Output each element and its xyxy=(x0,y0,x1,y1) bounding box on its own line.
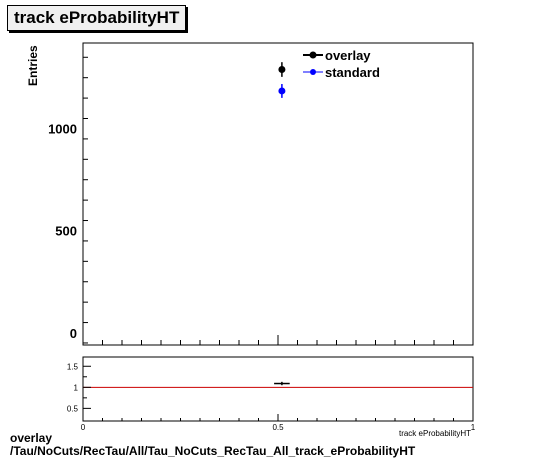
ratio-x-tick-label: 0 xyxy=(81,423,86,432)
legend-standard-label: standard xyxy=(325,65,380,80)
ratio-y-tick-label: 1.5 xyxy=(67,362,79,371)
x-axis-label: track eProbabilityHT xyxy=(399,429,471,438)
ratio-axis-ticks xyxy=(82,365,474,421)
main-data-points xyxy=(278,62,286,98)
y-tick-label: 0 xyxy=(70,326,77,341)
legend-standard-marker xyxy=(310,69,316,75)
chart-title: track eProbabilityHT xyxy=(7,5,187,31)
legend-overlay-label: overlay xyxy=(325,48,371,63)
ratio-y-tick-label: 0.5 xyxy=(67,404,79,413)
y-tick-label: 1000 xyxy=(48,122,77,137)
footer-path: overlay /Tau/NoCuts/RecTau/All/Tau_NoCut… xyxy=(10,432,415,458)
data-point xyxy=(278,66,286,74)
main-axis-ticks xyxy=(82,56,474,345)
ratio-x-tick-label: 1 xyxy=(471,423,476,432)
footer-line-2: /Tau/NoCuts/RecTau/All/Tau_NoCuts_RecTau… xyxy=(10,444,416,458)
ratio-data-points xyxy=(274,381,290,386)
ratio-plot-frame xyxy=(82,356,474,422)
legend: overlay standard xyxy=(303,48,380,80)
main-plot-frame xyxy=(82,42,474,346)
ratio-y-tick-label: 1 xyxy=(74,383,79,392)
data-point xyxy=(278,87,286,95)
ratio-x-tick-label: 0.5 xyxy=(272,423,284,432)
y-axis-label: Entries xyxy=(26,45,40,86)
main-axis-labels: 0 500 1000 xyxy=(48,122,77,341)
ratio-axis-labels: 0.5 1 1.5 0 0.5 1 xyxy=(67,362,476,432)
legend-overlay-marker xyxy=(309,51,317,59)
y-tick-label: 500 xyxy=(55,224,77,239)
footer-line-1: overlay xyxy=(10,431,53,445)
